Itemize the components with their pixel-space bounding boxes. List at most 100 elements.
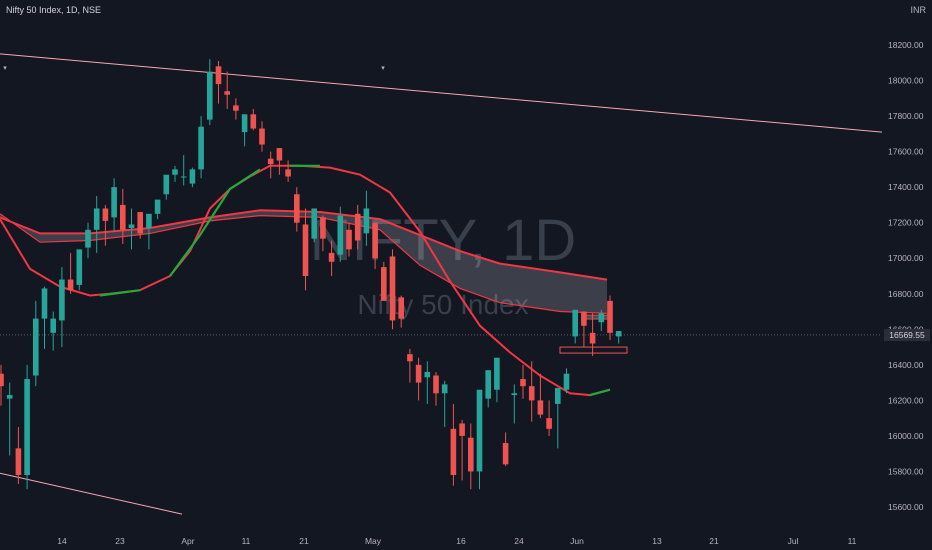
candle — [424, 361, 431, 404]
candle-body — [102, 208, 109, 221]
price-tick-label: 17400.00 — [888, 182, 924, 192]
candle — [259, 121, 265, 152]
candle-body — [128, 224, 135, 229]
candle-body — [120, 204, 126, 230]
candle — [102, 204, 109, 246]
candle — [546, 400, 552, 436]
time-tick-label: May — [365, 536, 382, 546]
candle-body — [6, 395, 13, 399]
candle-body — [233, 105, 239, 111]
candle-body — [363, 208, 370, 234]
candle — [276, 148, 283, 175]
candle-body — [215, 66, 222, 85]
candle — [215, 60, 222, 104]
candle-body — [441, 384, 448, 394]
candle-body — [15, 448, 22, 476]
ma-up-segment — [169, 168, 261, 277]
candle-body — [511, 393, 518, 396]
candle — [146, 213, 152, 250]
upper-trend-line — [0, 53, 883, 133]
candle — [520, 364, 526, 399]
time-tick-label: Jun — [570, 536, 584, 546]
candle-body — [285, 169, 291, 177]
candle-body — [346, 229, 352, 250]
candle — [285, 160, 291, 182]
candle-body — [450, 428, 457, 476]
candle-body — [607, 300, 613, 333]
candle-body — [320, 217, 326, 239]
candle — [537, 373, 544, 419]
candle-body — [563, 373, 570, 390]
time-tick-label: Jul — [788, 536, 799, 546]
time-tick-label: 11 — [242, 536, 251, 546]
candle — [224, 71, 230, 109]
candle — [563, 368, 570, 394]
candle-body — [276, 148, 283, 161]
candle-body — [311, 208, 317, 239]
candle — [615, 331, 622, 344]
candle — [320, 215, 326, 252]
candle — [267, 151, 274, 179]
candle-body — [294, 194, 300, 223]
candle-body — [172, 169, 178, 175]
candle — [485, 370, 491, 408]
ma-up-segment — [99, 289, 141, 297]
candle-body — [528, 386, 535, 401]
candle — [528, 361, 535, 422]
price-tick-label: 17000.00 — [888, 253, 924, 263]
price-tick-label: 17800.00 — [888, 111, 924, 121]
price-tick-label: 15800.00 — [888, 466, 924, 476]
candle-body — [389, 256, 396, 321]
candle-body — [502, 443, 509, 465]
candle-body — [520, 379, 526, 387]
time-tick-label: 14 — [57, 536, 67, 546]
candle — [67, 252, 74, 294]
candle — [381, 261, 387, 301]
candle-body — [433, 375, 439, 394]
candle-body — [189, 169, 196, 184]
candle-body — [154, 199, 161, 214]
candle — [302, 208, 309, 291]
candle-body — [163, 174, 170, 195]
candle — [328, 240, 335, 276]
candle — [589, 313, 596, 356]
candle — [41, 286, 48, 349]
time-tick-label: 21 — [709, 536, 719, 546]
candle — [128, 208, 135, 250]
candle-body — [398, 297, 404, 319]
candle — [198, 116, 204, 179]
candle — [441, 380, 448, 428]
candle — [233, 98, 239, 120]
candle — [572, 309, 578, 344]
candle-body — [598, 313, 605, 323]
candle — [450, 403, 457, 486]
candle — [468, 423, 474, 490]
candle-body — [372, 222, 378, 259]
chart-header-title: Nifty 50 Index, 1D, NSE — [6, 5, 102, 15]
time-tick-label: 23 — [115, 536, 125, 546]
candle-body — [381, 267, 387, 301]
candle — [494, 357, 500, 403]
candle — [24, 364, 30, 490]
candle — [555, 387, 561, 449]
candle — [15, 427, 22, 484]
candle — [407, 348, 413, 383]
candle-body — [267, 158, 274, 165]
candle-body — [337, 215, 344, 255]
candle-body — [589, 332, 596, 344]
candle-body — [85, 229, 91, 248]
candle — [120, 188, 126, 245]
candle-body — [407, 354, 413, 362]
candle-body — [546, 418, 552, 429]
time-axis: 14 23 Apr 11 21 May 16 24 Jun 13 21 Jul 11 — [57, 536, 856, 546]
price-tick-label: 16800.00 — [888, 289, 924, 299]
candle-body — [485, 370, 491, 399]
candle-body — [111, 187, 117, 218]
candle — [346, 222, 352, 257]
candle — [311, 208, 317, 243]
candle — [0, 364, 4, 406]
candle — [180, 155, 187, 186]
candle-body — [241, 114, 248, 133]
drawings: ▾ ▾ — [0, 53, 883, 515]
